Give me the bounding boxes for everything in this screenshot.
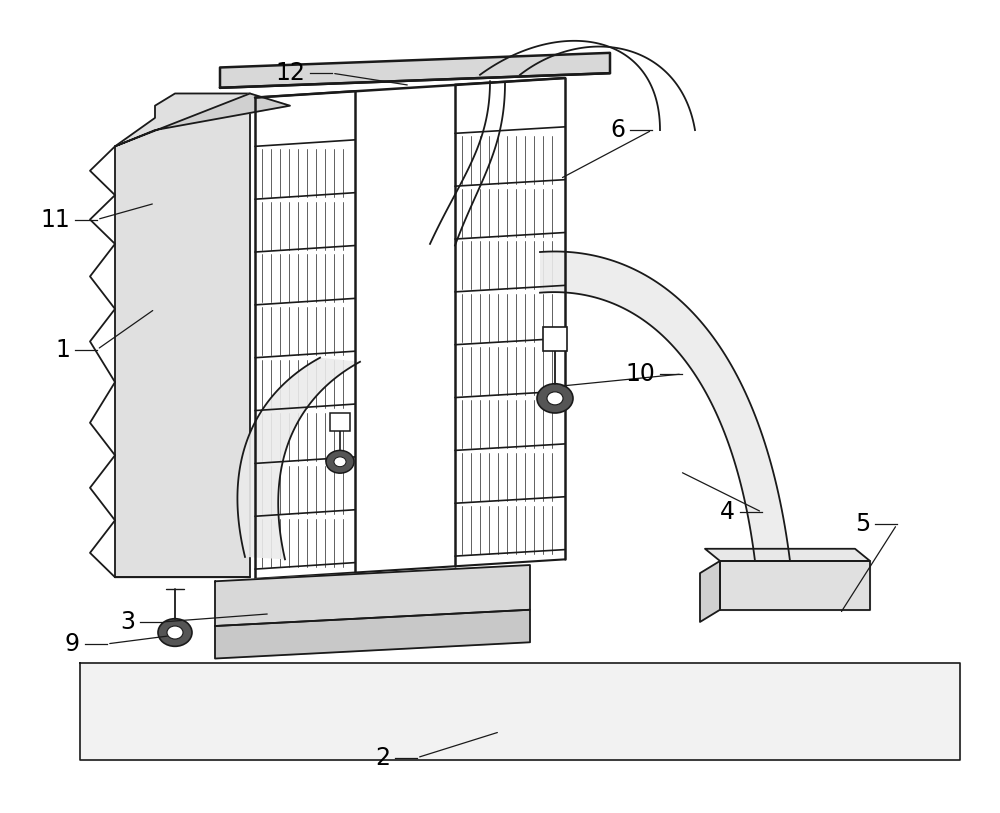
Bar	[330, 413, 350, 431]
Circle shape	[334, 457, 346, 467]
Circle shape	[167, 626, 183, 639]
Text: 2: 2	[375, 746, 390, 770]
Polygon shape	[215, 610, 530, 659]
Text: 5: 5	[855, 512, 870, 537]
Text: 1: 1	[55, 337, 70, 362]
Text: 10: 10	[625, 362, 655, 386]
Polygon shape	[700, 561, 720, 622]
Bar	[543, 327, 567, 351]
Text: 11: 11	[40, 207, 70, 232]
Polygon shape	[705, 549, 870, 561]
Text: 3: 3	[120, 610, 135, 634]
Text: 12: 12	[275, 61, 305, 85]
Polygon shape	[115, 93, 290, 146]
Polygon shape	[80, 663, 960, 760]
Circle shape	[537, 384, 573, 413]
Polygon shape	[720, 561, 870, 610]
Text: 9: 9	[65, 632, 80, 656]
Circle shape	[326, 450, 354, 473]
Circle shape	[547, 392, 563, 405]
Polygon shape	[215, 565, 530, 626]
Polygon shape	[115, 93, 250, 577]
Polygon shape	[540, 251, 790, 561]
Text: 4: 4	[720, 500, 735, 524]
Polygon shape	[237, 358, 360, 559]
Polygon shape	[220, 53, 610, 88]
Circle shape	[158, 619, 192, 646]
Text: 6: 6	[610, 118, 625, 142]
